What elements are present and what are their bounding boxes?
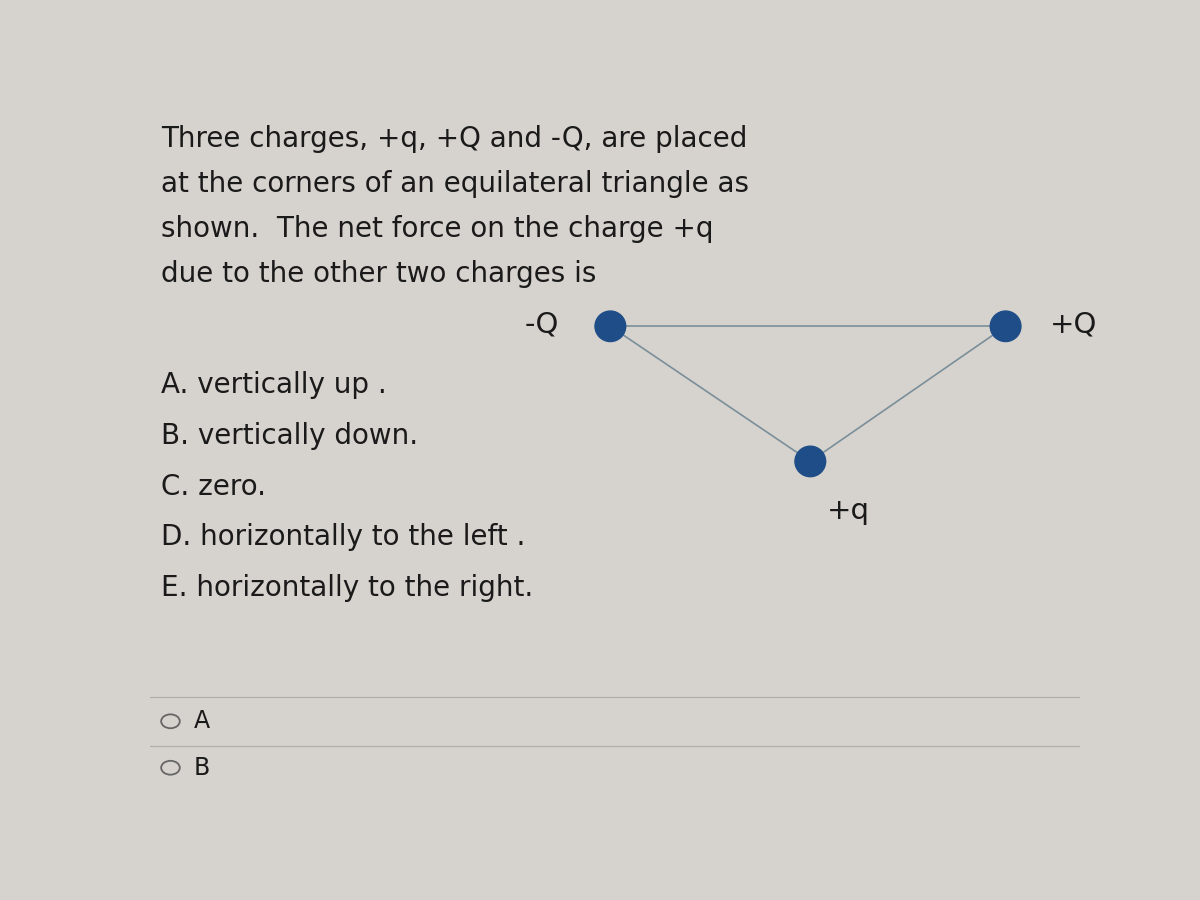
Text: B. vertically down.: B. vertically down.	[161, 422, 419, 450]
Text: +Q: +Q	[1050, 310, 1098, 338]
Text: Three charges, +q, +Q and -Q, are placed: Three charges, +q, +Q and -Q, are placed	[161, 125, 748, 153]
Text: A. vertically up .: A. vertically up .	[161, 372, 386, 400]
Text: B: B	[193, 756, 210, 779]
Text: -Q: -Q	[524, 310, 559, 338]
Text: A: A	[193, 709, 210, 734]
Text: C. zero.: C. zero.	[161, 472, 266, 500]
Text: D. horizontally to the left .: D. horizontally to the left .	[161, 523, 526, 551]
Ellipse shape	[794, 446, 826, 477]
Text: due to the other two charges is: due to the other two charges is	[161, 260, 596, 289]
Text: shown.  The net force on the charge +q: shown. The net force on the charge +q	[161, 215, 714, 243]
Text: E. horizontally to the right.: E. horizontally to the right.	[161, 573, 534, 602]
Ellipse shape	[990, 311, 1021, 341]
Text: at the corners of an equilateral triangle as: at the corners of an equilateral triangl…	[161, 170, 749, 198]
Text: +q: +q	[827, 498, 870, 526]
Ellipse shape	[595, 311, 625, 341]
